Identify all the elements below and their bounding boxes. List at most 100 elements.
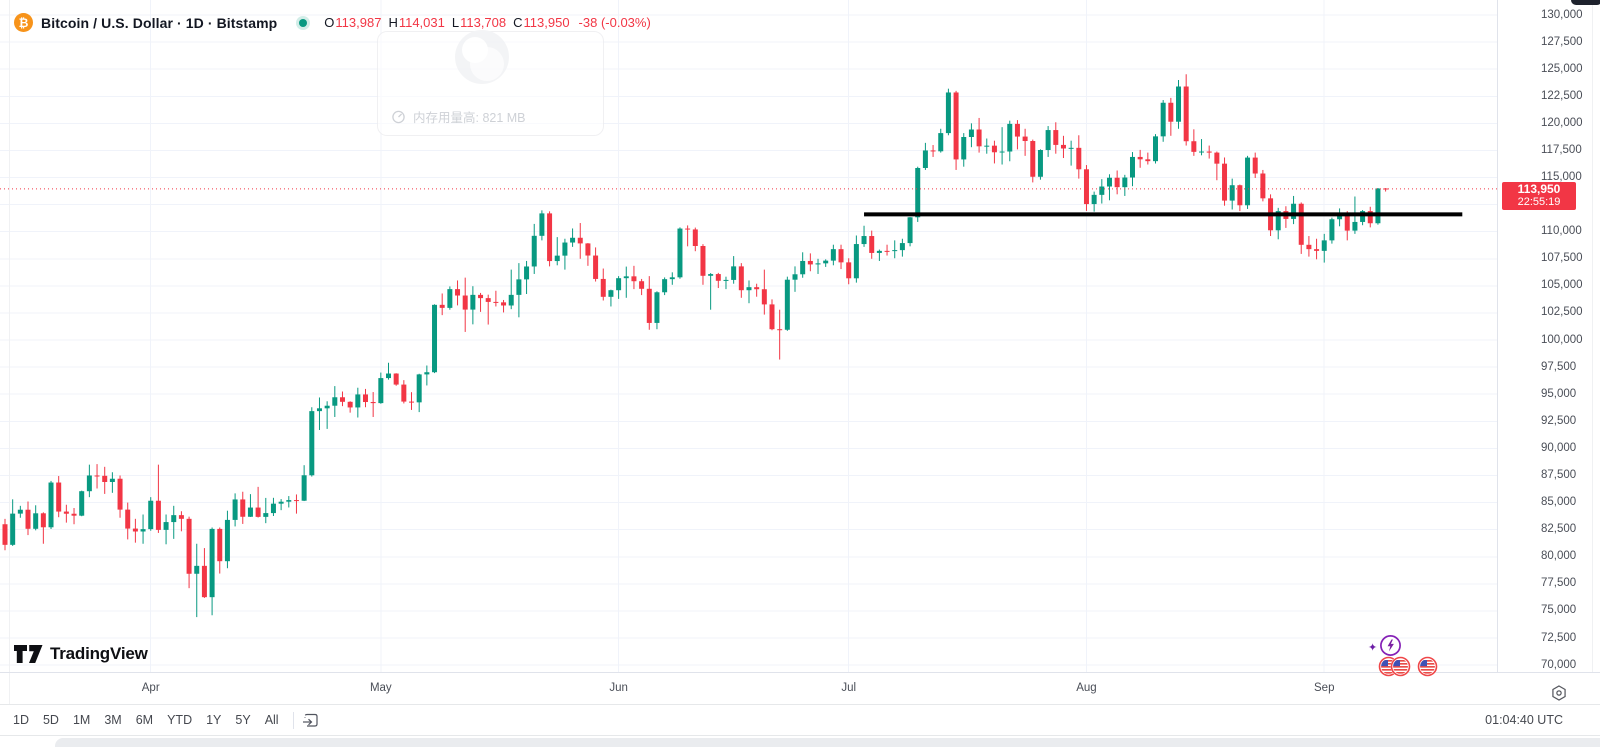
candle[interactable] [1060,135,1066,159]
candle[interactable] [109,472,115,493]
candle[interactable] [501,299,507,313]
range-button-all[interactable]: All [264,713,279,727]
candle[interactable] [432,304,438,374]
candle[interactable] [247,494,253,517]
candle[interactable] [224,510,230,569]
candle[interactable] [1068,140,1074,166]
candle[interactable] [178,511,184,532]
candle[interactable] [677,227,683,279]
candle[interactable] [1214,151,1220,181]
candle[interactable] [1037,149,1043,180]
candle[interactable] [1153,134,1158,164]
candle[interactable] [1091,191,1097,212]
candle[interactable] [930,145,936,157]
candle[interactable] [846,258,852,285]
candle[interactable] [1321,233,1327,263]
range-button-3m[interactable]: 3M [104,713,122,727]
candle[interactable] [539,210,545,241]
candle[interactable] [270,497,276,517]
candle[interactable] [117,475,123,518]
candle[interactable] [40,512,46,544]
candle[interactable] [1160,100,1166,142]
candle[interactable] [715,272,721,289]
candle[interactable] [884,244,890,256]
candle[interactable] [769,299,775,331]
candle[interactable] [654,291,660,330]
range-button-1y[interactable]: 1Y [206,713,222,727]
candle[interactable] [493,290,499,307]
candle[interactable] [861,225,867,247]
range-button-ytd[interactable]: YTD [167,713,193,727]
range-button-1d[interactable]: 1D [13,713,29,727]
candle[interactable] [1122,174,1128,196]
current-price-label[interactable]: 113,950 22:55:19 [1502,181,1576,210]
candle[interactable] [953,90,959,170]
candle[interactable] [240,491,246,524]
candle[interactable] [869,230,875,259]
candle[interactable] [1168,97,1174,136]
candle[interactable] [922,142,928,170]
candle[interactable] [485,294,491,325]
candle[interactable] [94,464,100,489]
us-flag-event-icon[interactable] [1390,656,1411,677]
range-button-6m[interactable]: 6M [135,713,154,727]
us-flag-event-icon[interactable] [1417,656,1438,677]
candle[interactable] [600,268,606,301]
candle[interactable] [439,293,445,316]
candle[interactable] [830,244,836,266]
candle[interactable] [508,269,514,310]
candle[interactable] [1283,206,1289,228]
candle[interactable] [140,514,146,544]
candle[interactable] [685,225,691,247]
candle[interactable] [838,244,844,270]
candle[interactable] [1007,120,1013,162]
candle[interactable] [2,518,8,551]
candle[interactable] [823,259,829,267]
candle[interactable] [585,243,591,266]
candle[interactable] [1360,210,1366,226]
candle[interactable] [853,235,859,283]
candle[interactable] [1106,174,1112,201]
candle[interactable] [386,362,391,380]
candle[interactable] [1383,188,1389,192]
candle[interactable] [554,237,560,266]
chart-canvas[interactable] [0,0,1600,672]
range-button-1m[interactable]: 1M [72,713,91,727]
candle[interactable] [777,309,783,360]
candle[interactable] [470,286,476,325]
candle[interactable] [907,217,913,247]
candle[interactable] [148,497,154,531]
candle[interactable] [616,276,622,299]
candle[interactable] [516,263,522,318]
candle[interactable] [746,280,752,304]
candle[interactable] [968,123,974,148]
candle[interactable] [393,373,399,386]
candle[interactable] [899,238,905,257]
candle[interactable] [562,238,568,270]
candle[interactable] [424,365,430,386]
candle[interactable] [86,464,92,498]
candle[interactable] [1053,122,1059,154]
candle[interactable] [731,256,737,284]
candle[interactable] [102,466,108,494]
candle[interactable] [1014,120,1020,150]
candle[interactable] [1129,152,1135,187]
candle[interactable] [17,505,23,518]
candle[interactable] [1099,179,1105,204]
candle[interactable] [692,227,698,252]
candle[interactable] [478,292,484,312]
candle[interactable] [63,504,69,523]
candle[interactable] [761,269,767,315]
candle[interactable] [547,211,553,267]
candle[interactable] [1252,152,1258,178]
candle[interactable] [278,499,284,511]
candle[interactable] [1291,195,1297,225]
candle[interactable] [976,117,982,153]
time-axis[interactable]: Apr May Jun Jul Aug Sep [0,673,1497,704]
candle[interactable] [10,499,16,546]
candle[interactable] [938,128,944,153]
candle[interactable] [800,252,806,278]
candle[interactable] [324,401,330,429]
candle[interactable] [723,276,729,290]
price-axis[interactable]: 130,000 127,500 125,000 122,500 120,000 117,5… [1497,0,1600,672]
